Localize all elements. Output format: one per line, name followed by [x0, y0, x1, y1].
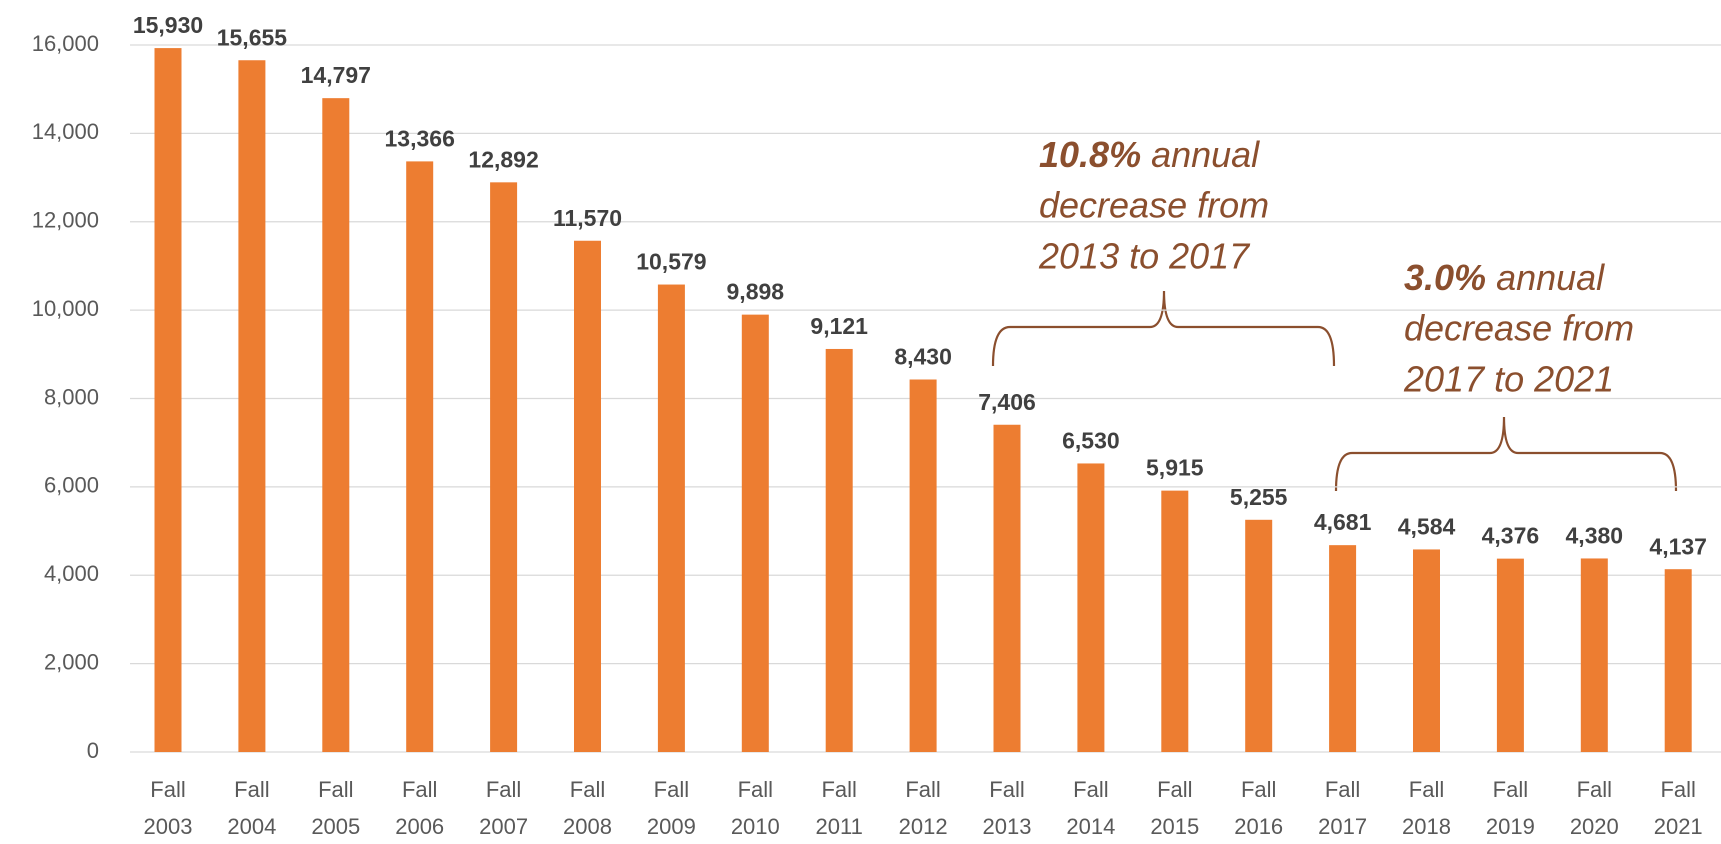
- y-tick-label: 8,000: [44, 384, 99, 409]
- bar: [741, 314, 769, 752]
- y-tick-label: 12,000: [32, 208, 99, 233]
- y-tick-label: 4,000: [44, 561, 99, 586]
- x-tick-label: Fall 2006: [395, 777, 444, 839]
- bar: [1496, 558, 1524, 752]
- annotation-highlight: 10.8%: [1039, 134, 1141, 175]
- x-tick-label: Fall 2012: [899, 777, 948, 839]
- y-tick-label: 10,000: [32, 296, 99, 321]
- data-label: 15,655: [217, 24, 288, 50]
- y-tick-label: 6,000: [44, 473, 99, 498]
- x-tick-label: Fall 2008: [563, 777, 612, 839]
- annotation: decrease from: [1404, 308, 1634, 349]
- x-tick-label: Fall 2004: [227, 777, 276, 839]
- x-tick-label: Fall 2005: [311, 777, 360, 839]
- x-tick-label: Fall 2007: [479, 777, 528, 839]
- data-label: 14,797: [301, 62, 371, 88]
- x-tick-label: Fall 2010: [731, 777, 780, 839]
- annotation: decrease from: [1039, 185, 1269, 226]
- data-label: 7,406: [978, 389, 1036, 415]
- bar: [406, 161, 434, 752]
- brace: [991, 290, 1336, 367]
- x-tick-label: Fall 2003: [144, 777, 193, 839]
- data-label: 4,137: [1649, 533, 1707, 559]
- bar: [1664, 569, 1692, 752]
- data-label: 4,584: [1398, 514, 1456, 540]
- bar: [1161, 490, 1189, 752]
- bar: [657, 284, 685, 752]
- y-tick-label: 14,000: [32, 119, 99, 144]
- data-label: 12,892: [468, 146, 538, 172]
- annotation-text: annual: [1151, 134, 1260, 175]
- bar: [1413, 549, 1440, 752]
- annotation-highlight: 3.0%: [1404, 257, 1486, 298]
- data-label: 5,255: [1230, 484, 1288, 510]
- x-tick-label: Fall 2019: [1486, 777, 1535, 839]
- bar: [154, 48, 182, 752]
- y-tick-label: 0: [87, 738, 99, 763]
- x-tick-label: Fall 2011: [816, 777, 863, 839]
- x-tick-label: Fall 2020: [1570, 777, 1619, 839]
- data-label: 13,366: [385, 125, 455, 151]
- annotation: 2013 to 2017: [1038, 236, 1251, 277]
- y-tick-label: 16,000: [32, 31, 99, 56]
- bar: [490, 182, 518, 753]
- x-tick-label: Fall 2017: [1318, 777, 1367, 839]
- annotation: 3.0% annual: [1404, 257, 1605, 298]
- annotation: 2017 to 2021: [1403, 359, 1614, 400]
- bar: [322, 98, 350, 752]
- data-label: 11,570: [553, 205, 622, 231]
- annotation-text: annual: [1496, 257, 1605, 298]
- brace: [1334, 416, 1678, 492]
- x-tick-label: Fall 2009: [647, 777, 696, 839]
- data-label: 4,376: [1482, 523, 1540, 549]
- data-label: 15,930: [133, 12, 203, 38]
- bar: [238, 60, 266, 752]
- data-label: 5,915: [1146, 455, 1204, 481]
- bar: [574, 240, 601, 753]
- data-label: 4,681: [1314, 509, 1372, 535]
- bar: [1077, 463, 1105, 752]
- y-tick-label: 2,000: [44, 649, 99, 674]
- bar: [825, 348, 853, 752]
- x-tick-label: Fall 2018: [1402, 777, 1451, 839]
- x-tick-label: Fall 2021: [1654, 777, 1703, 839]
- bar: [909, 379, 937, 752]
- bar: [1245, 519, 1273, 752]
- data-label: 9,121: [810, 313, 868, 339]
- data-label: 8,430: [894, 344, 952, 370]
- data-label: 4,380: [1566, 523, 1624, 549]
- bar: [993, 424, 1021, 752]
- x-tick-label: Fall 2015: [1150, 777, 1199, 839]
- x-tick-label: Fall 2014: [1066, 777, 1115, 839]
- annotation: 10.8% annual: [1039, 134, 1260, 175]
- bar: [1580, 558, 1608, 752]
- x-tick-label: Fall 2016: [1234, 777, 1283, 839]
- data-label: 10,579: [636, 249, 706, 275]
- x-tick-label: Fall 2013: [983, 777, 1032, 839]
- data-label: 6,530: [1062, 428, 1120, 454]
- data-label: 9,898: [727, 279, 785, 305]
- bar: [1329, 545, 1357, 752]
